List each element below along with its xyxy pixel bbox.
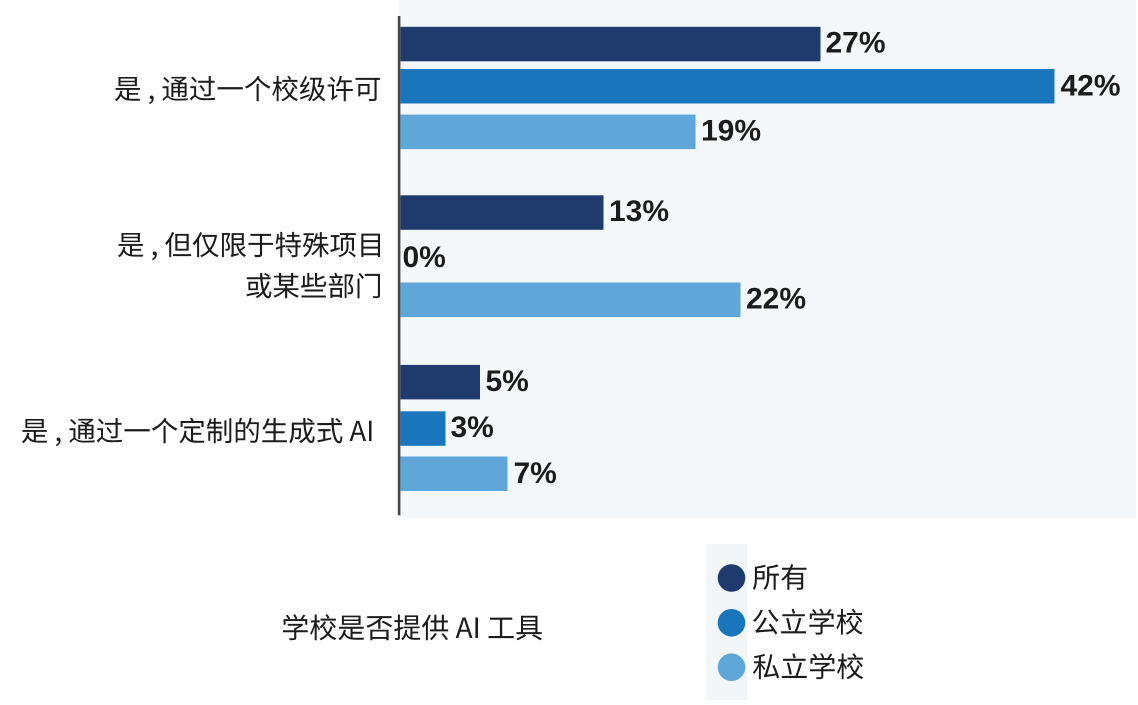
svg-text:0%: 0%: [403, 241, 446, 274]
svg-text:19%: 19%: [701, 115, 761, 148]
svg-text:3%: 3%: [451, 411, 494, 444]
svg-text:13%: 13%: [609, 195, 669, 228]
svg-text:42%: 42%: [1061, 70, 1121, 103]
svg-text:27%: 27%: [826, 27, 886, 60]
svg-text:22%: 22%: [746, 282, 806, 315]
svg-text:5%: 5%: [486, 365, 529, 398]
svg-text:7%: 7%: [514, 457, 557, 490]
